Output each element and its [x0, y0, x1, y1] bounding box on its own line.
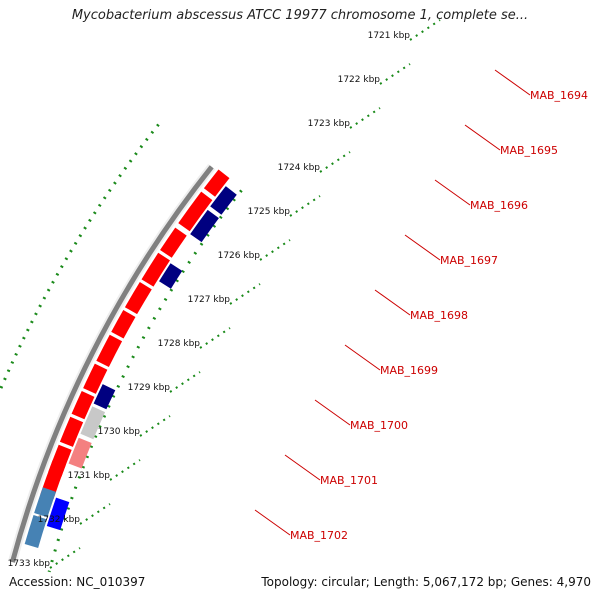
gene-callout-line	[284, 454, 321, 481]
gene-block	[111, 310, 136, 339]
gene-block	[159, 263, 183, 289]
tick-mark	[349, 107, 381, 129]
tick-label: 1733 kbp	[8, 559, 51, 569]
kbp-dotted-guide	[0, 123, 243, 573]
gene-callout-line	[464, 124, 501, 151]
gene-block	[83, 363, 108, 394]
tick-label: 1723 kbp	[308, 119, 351, 129]
gene-block	[141, 252, 170, 287]
gene-label: MAB_1700	[350, 419, 408, 432]
genome-summary-text: Topology: circular; Length: 5,067,172 bp…	[261, 575, 591, 589]
tick-label: 1731 kbp	[68, 471, 111, 481]
gene-callout-line	[314, 399, 351, 426]
chromosome-backbone	[8, 164, 216, 564]
tick-mark	[169, 371, 201, 393]
tick-mark	[409, 19, 441, 41]
tick-mark	[229, 283, 261, 305]
gene-block	[71, 390, 95, 420]
page-title: Mycobacterium abscessus ATCC 19977 chrom…	[71, 8, 529, 23]
gene-labels: MAB_1694 MAB_1695 MAB_1696 MAB_1697 MAB_1698…	[254, 69, 588, 542]
gene-label: MAB_1697	[440, 254, 498, 267]
gene-label: MAB_1702	[290, 529, 348, 542]
gene-label: MAB_1696	[470, 199, 528, 212]
tick-label: 1725 kbp	[248, 207, 291, 217]
gene-label: MAB_1701	[320, 474, 378, 487]
gene-label: MAB_1694	[530, 89, 588, 102]
gene-block	[124, 282, 152, 315]
tick-mark	[259, 239, 291, 261]
gene-label: MAB_1695	[500, 144, 558, 157]
tick-mark	[109, 459, 141, 481]
gene-block	[46, 497, 70, 531]
gene-label: MAB_1699	[380, 364, 438, 377]
gene-callout-line	[254, 509, 291, 536]
tick-label: 1724 kbp	[278, 163, 321, 173]
tick-label: 1722 kbp	[338, 75, 381, 85]
gene-track	[24, 169, 237, 548]
tick-mark	[319, 151, 351, 173]
gene-block	[203, 169, 230, 197]
outer-dotted-line	[0, 123, 160, 395]
tick-mark	[289, 195, 321, 217]
gene-block	[34, 487, 57, 518]
gene-block	[160, 227, 187, 258]
gene-callout-line	[494, 69, 531, 96]
gene-block	[93, 384, 116, 410]
gene-block	[68, 437, 92, 469]
tick-mark	[379, 63, 411, 85]
gene-block	[96, 334, 123, 368]
gene-callout-line	[374, 289, 411, 316]
tick-label: 1721 kbp	[368, 31, 411, 41]
tick-label: 1726 kbp	[218, 251, 261, 261]
gene-callout-line	[434, 179, 471, 206]
tick-mark	[139, 415, 171, 437]
kbp-ticks: 1721 kbp 1722 kbp 1723 kbp 1724 kbp 1725 kbp…	[8, 19, 441, 569]
gene-block	[24, 515, 47, 548]
tick-label: 1729 kbp	[128, 383, 171, 393]
tick-mark	[199, 327, 231, 349]
tick-label: 1732 kbp	[38, 515, 81, 525]
gene-block	[210, 186, 237, 215]
gene-block	[59, 416, 84, 447]
accession-text: Accession: NC_010397	[9, 575, 146, 589]
gene-callout-line	[404, 234, 441, 261]
tick-label: 1730 kbp	[98, 427, 141, 437]
gene-block	[80, 406, 106, 440]
gene-block	[190, 209, 219, 243]
gene-block	[178, 191, 213, 232]
gene-label: MAB_1698	[410, 309, 468, 322]
tick-label: 1727 kbp	[188, 295, 231, 305]
tick-mark	[79, 503, 111, 525]
gene-callout-line	[344, 344, 381, 371]
tick-label: 1728 kbp	[158, 339, 201, 349]
backbone-line	[9, 165, 214, 563]
